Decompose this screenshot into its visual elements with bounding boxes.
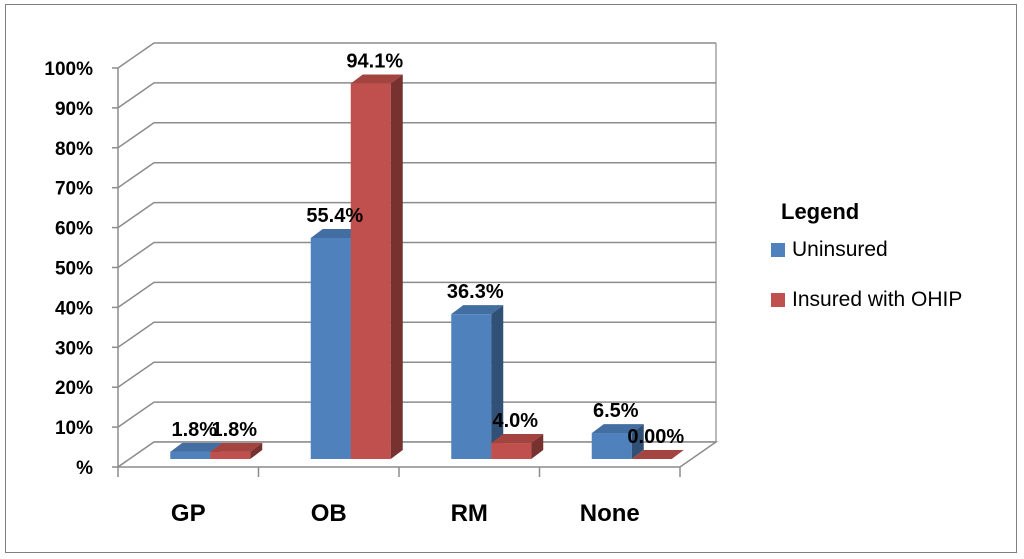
gridline: [117, 82, 716, 109]
bar-top: [350, 74, 403, 84]
y-tick-label: 60%: [55, 219, 93, 240]
category-label: RM: [451, 500, 488, 527]
bar-front: [350, 83, 391, 459]
bar-front: [310, 237, 351, 459]
gridline: [117, 321, 716, 348]
data-label: 36.3%: [447, 281, 504, 303]
legend-item: Uninsured: [771, 238, 888, 261]
legend-label: Uninsured: [792, 238, 888, 261]
gridline: [117, 361, 716, 388]
bar: [451, 305, 504, 459]
gridline: [117, 161, 716, 189]
legend-label: Insured with OHIP: [792, 288, 962, 311]
bar-side: [390, 74, 403, 459]
bar-front: [591, 433, 632, 459]
bar-top: [451, 305, 504, 315]
data-label: 1.8%: [171, 419, 217, 441]
bar-front: [210, 451, 251, 459]
bar: [350, 74, 403, 459]
x-axis-categories: GP OB RM None: [117, 467, 681, 527]
bar: [591, 424, 644, 459]
data-label: 0.00%: [627, 426, 684, 448]
bar-top: [491, 434, 544, 444]
gridline: [117, 122, 716, 149]
bar-front: [491, 443, 532, 459]
chart-floor: [115, 441, 719, 468]
bar-top: [170, 442, 223, 452]
bar-side: [491, 305, 504, 459]
y-tick-label: 80%: [55, 139, 93, 160]
y-tick-label: %: [76, 458, 93, 479]
y-tick-label: 50%: [55, 259, 93, 280]
bar-top: [310, 228, 363, 238]
data-label: 1.8%: [211, 419, 257, 441]
bar: [631, 450, 684, 460]
y-tick-label: 40%: [55, 298, 93, 319]
category-label: GP: [171, 500, 206, 527]
data-label: 6.5%: [593, 400, 639, 422]
bar-top: [210, 442, 263, 452]
gridline: [117, 201, 716, 229]
category-label: OB: [311, 500, 347, 527]
gridline: [117, 241, 716, 269]
bar-side: [531, 434, 544, 459]
bar-side: [250, 442, 263, 459]
category-label: None: [580, 500, 640, 527]
bar-side: [631, 424, 644, 459]
bar-top: [631, 450, 684, 459]
y-tick-label: 20%: [55, 378, 93, 399]
bar: [210, 442, 263, 459]
bar-front: [170, 451, 211, 459]
data-label: 55.4%: [306, 205, 363, 227]
bar: [491, 434, 544, 459]
bar-top: [591, 424, 644, 434]
legend-title: Legend: [781, 199, 859, 224]
data-label: 94.1%: [346, 51, 403, 73]
gridline: [117, 42, 716, 69]
y-tick-label: 30%: [55, 338, 93, 359]
y-tick-label: 10%: [55, 418, 93, 439]
y-tick-label: 70%: [55, 179, 93, 200]
y-tick-label: 100%: [44, 59, 93, 80]
gridline: [117, 281, 716, 309]
y-tick-label: 90%: [55, 99, 93, 120]
data-label: 4.0%: [492, 410, 538, 432]
legend: Legend Uninsured Insured with OHIP: [771, 199, 962, 311]
gridline: [117, 401, 716, 428]
legend-item: Insured with OHIP: [771, 288, 962, 311]
bar-front: [451, 314, 492, 459]
data-labels: 1.8%1.8% 55.4% 94.1% 36.3% 4.0% 6.5% 0.00%: [171, 51, 684, 448]
legend-swatch: [771, 243, 785, 257]
legend-swatch: [771, 293, 785, 307]
y-axis-ticks: % 10% 20% 30% 40% 50% 60% 70% 80% 90% 100%: [44, 59, 118, 479]
bars: [170, 74, 684, 460]
